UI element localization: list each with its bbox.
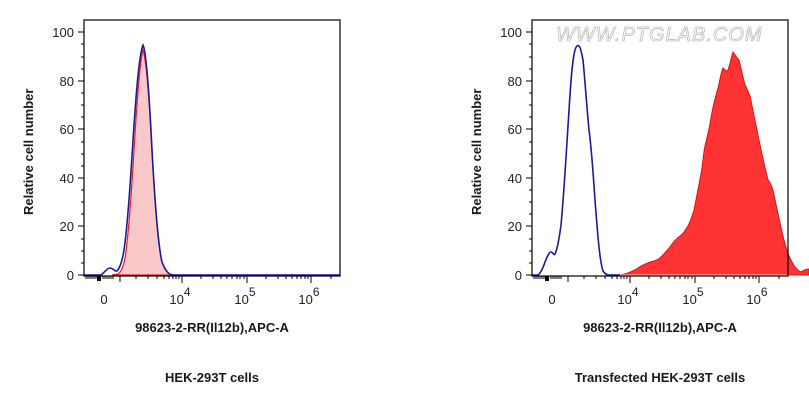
isotype-histogram-line [84, 43, 340, 276]
chart-title: Transfected HEK-293T cells [574, 370, 746, 385]
y-axis-label: Relative cell number [469, 88, 484, 215]
svg-text:100: 100 [52, 25, 74, 40]
sample-histogram-fill [111, 48, 190, 276]
svg-text:100: 100 [500, 25, 522, 40]
svg-text:104: 104 [617, 285, 638, 307]
svg-text:0: 0 [100, 292, 107, 307]
chart-panel-right: WWW.PTGLAB.COM 0 20 40 60 80 100 [448, 0, 809, 417]
svg-text:40: 40 [60, 171, 74, 186]
svg-text:105: 105 [682, 285, 703, 307]
svg-text:106: 106 [298, 285, 319, 307]
y-axis-ticks [526, 31, 532, 276]
svg-text:106: 106 [746, 285, 767, 307]
x-axis-label: 98623-2-RR(Il12b),APC-A [135, 320, 289, 335]
chart-panel-left: 0 20 40 60 80 100 [0, 0, 404, 417]
y-axis-tick-labels: 0 20 40 60 80 100 [500, 25, 522, 283]
watermark: WWW.PTGLAB.COM [556, 24, 763, 46]
x-axis-tick-labels: 0 104 105 106 [548, 285, 768, 307]
svg-text:105: 105 [234, 285, 255, 307]
svg-text:80: 80 [508, 74, 522, 89]
svg-text:20: 20 [508, 219, 522, 234]
sample-histogram-fill [619, 50, 809, 276]
histogram-right: WWW.PTGLAB.COM 0 20 40 60 80 100 [500, 19, 809, 307]
y-axis-ticks [78, 31, 84, 276]
x-axis-label: 98623-2-RR(Il12b),APC-A [583, 320, 737, 335]
svg-text:80: 80 [60, 74, 74, 89]
x-axis-ticks [533, 276, 780, 283]
svg-text:60: 60 [508, 122, 522, 137]
plot-frame [531, 19, 789, 277]
isotype-histogram-line [532, 44, 620, 276]
y-axis-label: Relative cell number [21, 88, 36, 215]
svg-text:20: 20 [60, 219, 74, 234]
svg-text:104: 104 [169, 285, 190, 307]
x-axis-ticks [85, 276, 332, 283]
x-axis-tick-labels: 0 104 105 106 [100, 285, 320, 307]
y-axis-tick-labels: 0 20 40 60 80 100 [52, 25, 74, 283]
svg-text:40: 40 [508, 171, 522, 186]
svg-text:0: 0 [67, 268, 74, 283]
svg-text:0: 0 [548, 292, 555, 307]
svg-text:0: 0 [515, 268, 522, 283]
plot-frame [83, 19, 341, 277]
svg-text:60: 60 [60, 122, 74, 137]
chart-title: HEK-293T cells [165, 370, 259, 385]
histogram-left: 0 20 40 60 80 100 [52, 19, 341, 307]
